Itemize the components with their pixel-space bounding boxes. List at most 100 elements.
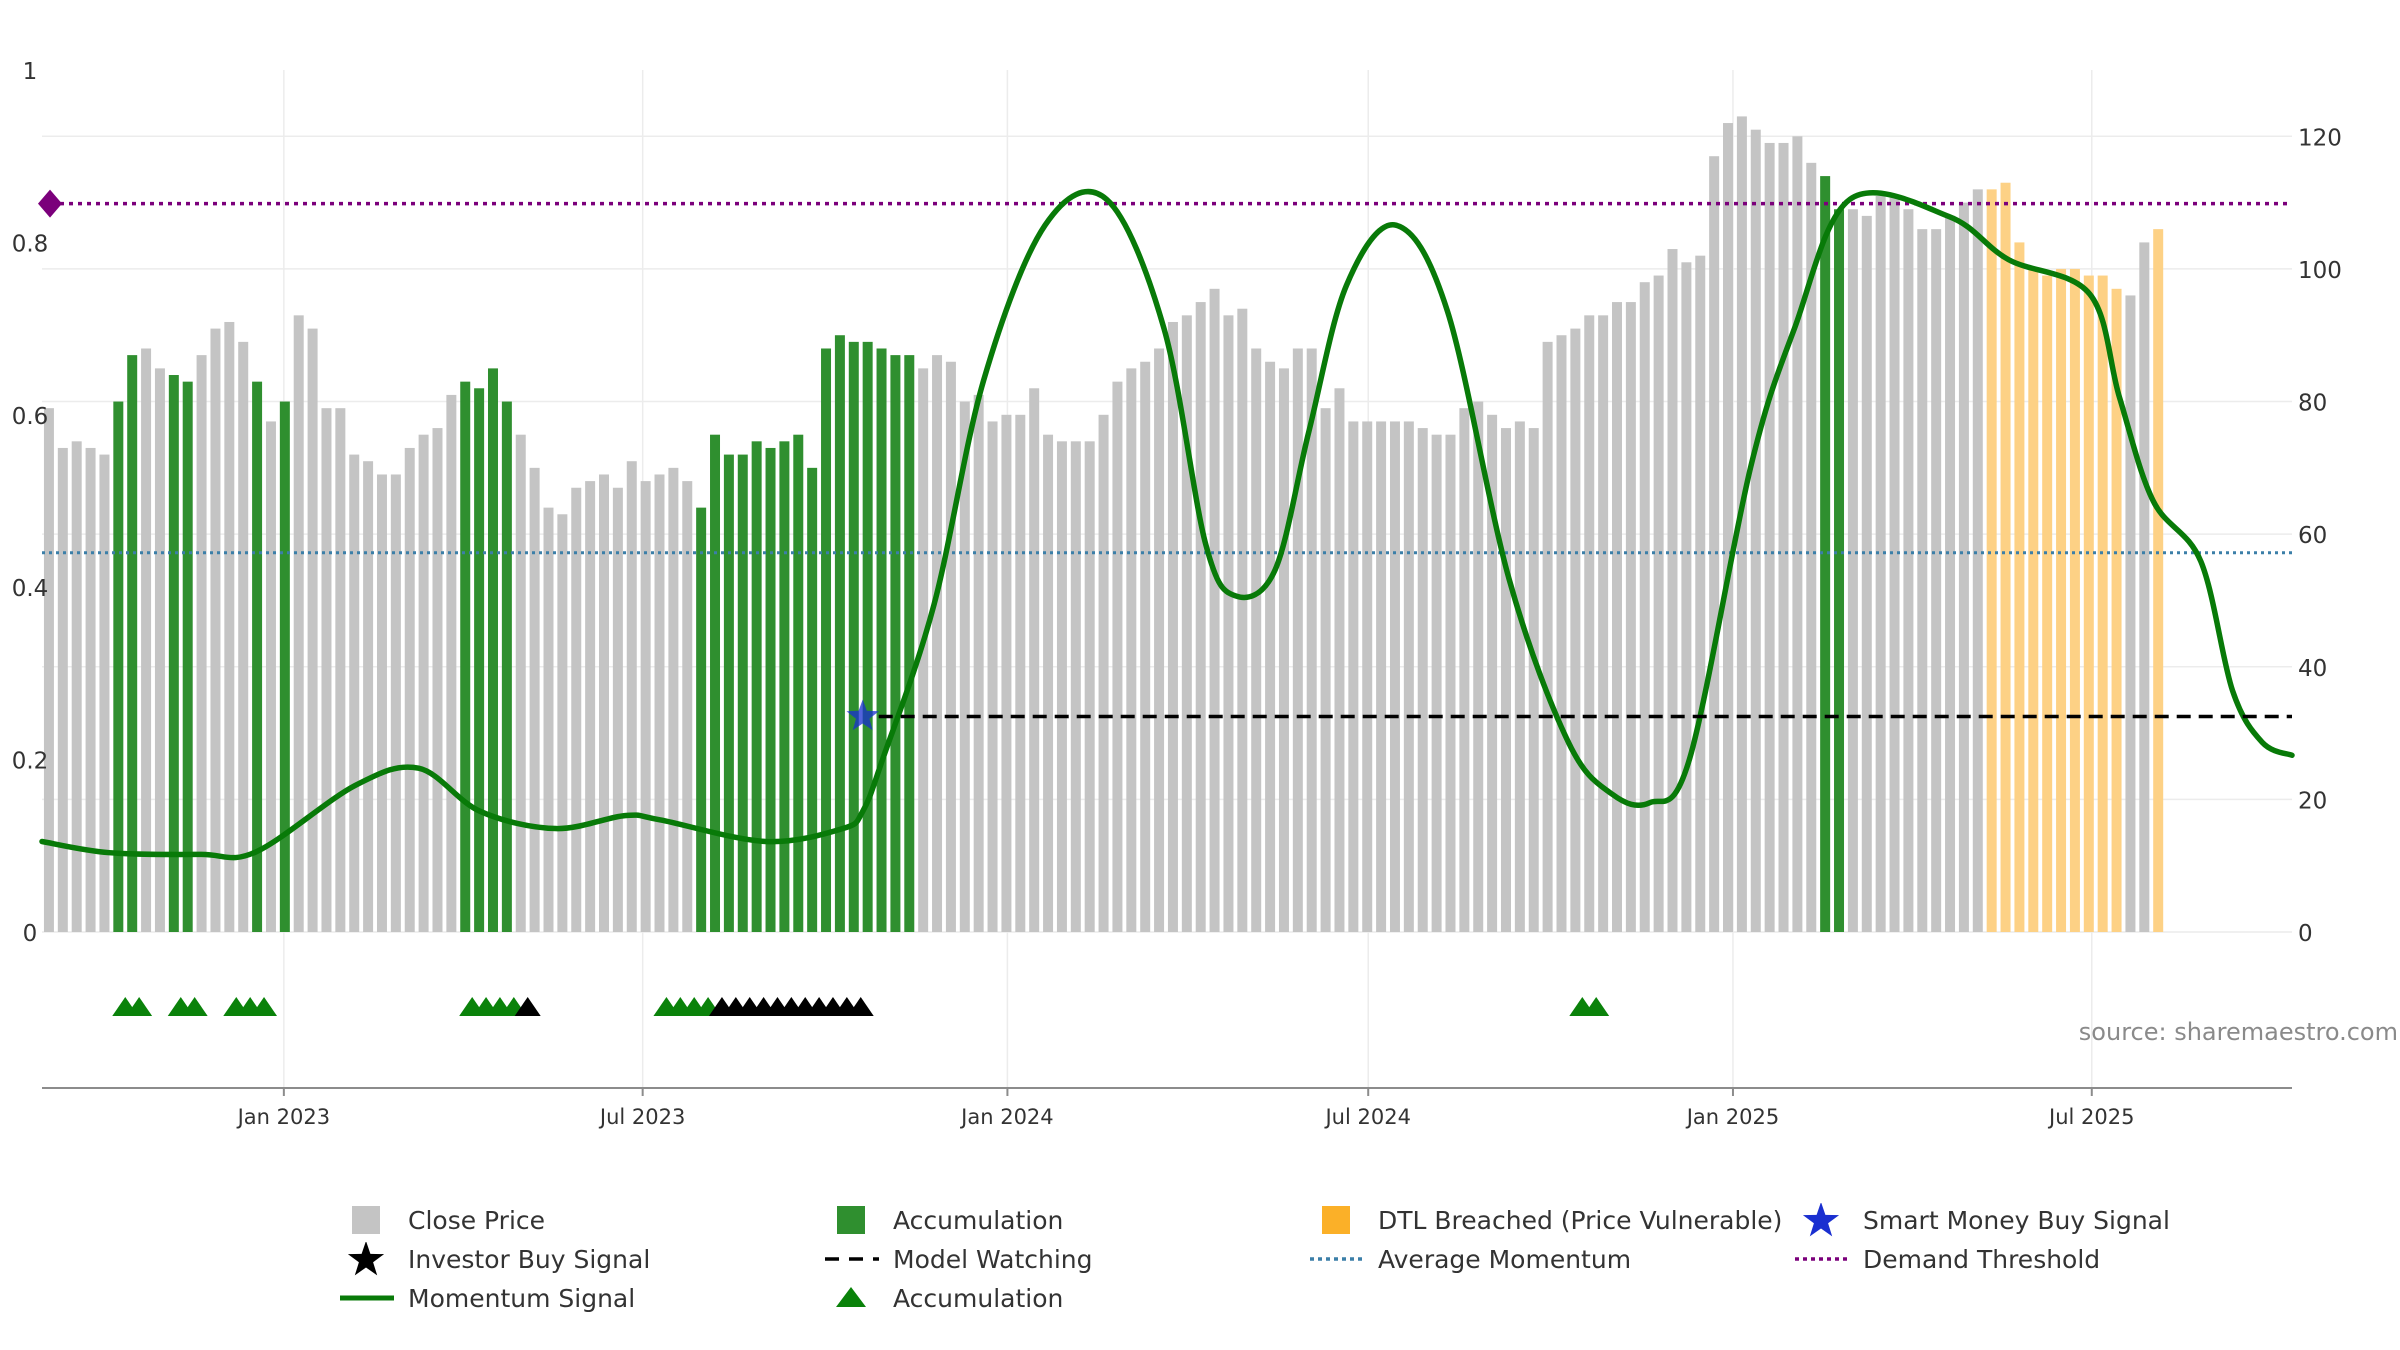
close-price-bar [1750, 129, 1761, 932]
close-price-bar [1445, 434, 1456, 932]
close-price-bar [612, 487, 623, 932]
close-price-bar [1889, 195, 1900, 932]
close-price-bar [1029, 388, 1040, 932]
close-price-bar [404, 447, 415, 932]
dtl-breached-bar [2083, 275, 2094, 932]
close-price-bar [668, 467, 679, 932]
legend-item: Investor Buy Signal [336, 1242, 650, 1276]
accumulation-bar [779, 441, 790, 932]
accumulation-bar [252, 381, 263, 933]
accumulation-triangle [251, 997, 278, 1016]
close-price-bar [585, 481, 596, 932]
close-price-bar [571, 487, 582, 932]
close-price-bar [43, 408, 54, 933]
dtl-breached-bar [2028, 268, 2039, 932]
close-price-bar [1500, 428, 1511, 932]
legend-square-icon [1322, 1206, 1350, 1234]
y-right-tick-label: 60 [2298, 523, 2327, 549]
close-price-bar [1709, 156, 1720, 932]
accumulation-bar [710, 434, 721, 932]
x-tick-label: Jul 2025 [2047, 1105, 2134, 1129]
momentum-signal-line [39, 188, 2295, 861]
y-right-tick-label: 120 [2298, 125, 2342, 151]
close-price-bar [238, 341, 249, 932]
close-price-bar [1070, 441, 1081, 932]
close-price-bar [432, 428, 443, 932]
close-price-bar [515, 434, 526, 932]
accumulation-bar [460, 381, 471, 933]
close-price-bar [1237, 308, 1248, 932]
smart-money-buy-signal-marker [846, 699, 879, 731]
investor-buy-signal-triangle [847, 997, 874, 1016]
close-price-bar [1389, 421, 1400, 932]
x-tick-label: Jan 2024 [959, 1105, 1054, 1129]
legend-star-icon [1802, 1203, 1840, 1237]
legend-triangle-icon [836, 1287, 866, 1307]
close-price-bar [1403, 421, 1414, 932]
accumulation-bar [848, 341, 859, 932]
legend-star-icon [347, 1242, 385, 1276]
close-price-bar [1098, 414, 1109, 932]
y-left-tick-label: 1 [23, 59, 38, 85]
legend-label: Investor Buy Signal [408, 1244, 651, 1274]
close-price-bar [363, 461, 374, 932]
legend-label: Close Price [408, 1205, 546, 1235]
close-price-bar [1584, 315, 1595, 932]
y-left-tick-label: 0.4 [12, 576, 49, 602]
y-right-tick-label: 80 [2298, 391, 2327, 417]
close-price-bar [945, 361, 956, 932]
close-price-bar [1542, 341, 1553, 932]
y-left-tick-label: 0 [23, 921, 38, 947]
close-price-bar [1847, 209, 1858, 932]
accumulation-bar [168, 375, 179, 932]
close-price-bar [654, 474, 665, 932]
accumulation-bar [474, 388, 485, 932]
accumulation-triangle [181, 997, 208, 1016]
close-price-bar [1945, 215, 1956, 932]
close-price-bar [1958, 202, 1969, 933]
dtl-breached-bar [2000, 182, 2011, 932]
close-price-bar [307, 328, 318, 933]
close-price-bar [376, 474, 387, 932]
legend-label: Accumulation [893, 1205, 1064, 1235]
x-tick-label: Jul 2024 [1323, 1105, 1410, 1129]
close-price-bar [1653, 275, 1664, 932]
legend-line-icon [340, 1295, 394, 1301]
close-price-bar [1265, 361, 1276, 932]
close-price-bar [1140, 361, 1151, 932]
x-tick-label: Jan 2023 [236, 1105, 331, 1129]
close-price-bar [1112, 381, 1123, 933]
close-price-bar [224, 321, 235, 932]
close-price-bar [1681, 262, 1692, 932]
close-price-bar [1806, 162, 1817, 933]
close-price-bar [959, 401, 970, 932]
legend-square-icon [837, 1206, 865, 1234]
accumulation-bar [890, 355, 901, 933]
close-price-bar [85, 447, 96, 932]
close-price-bar [265, 421, 276, 932]
close-price-bar [2125, 295, 2136, 932]
legend-label: Model Watching [893, 1244, 1093, 1274]
dtl-breached-bar [2111, 288, 2122, 932]
demand-threshold-marker [38, 189, 62, 218]
close-price-bar [599, 474, 609, 932]
legend-item: Accumulation [821, 1203, 1063, 1237]
close-price-bar [626, 461, 637, 932]
close-price-bar [1001, 414, 1012, 932]
legend-dash-icon [825, 1257, 879, 1261]
legend-item: Momentum Signal [336, 1281, 635, 1315]
accumulation-bar [279, 401, 290, 932]
close-price-bar [390, 474, 401, 932]
legend-label: DTL Breached (Price Vulnerable) [1378, 1205, 1783, 1235]
accumulation-bar [127, 355, 138, 933]
y-right-tick-label: 40 [2298, 656, 2327, 682]
accumulation-bar [834, 335, 845, 932]
close-price-bar [1639, 282, 1650, 933]
close-price-bar [321, 408, 332, 933]
close-price-bar [1278, 368, 1289, 932]
accumulation-bar [904, 355, 915, 933]
investor-buy-signal-triangle [514, 997, 541, 1016]
y-left-tick-label: 0.6 [12, 404, 49, 430]
close-price-bar [1903, 209, 1914, 932]
close-price-bar [973, 394, 984, 932]
